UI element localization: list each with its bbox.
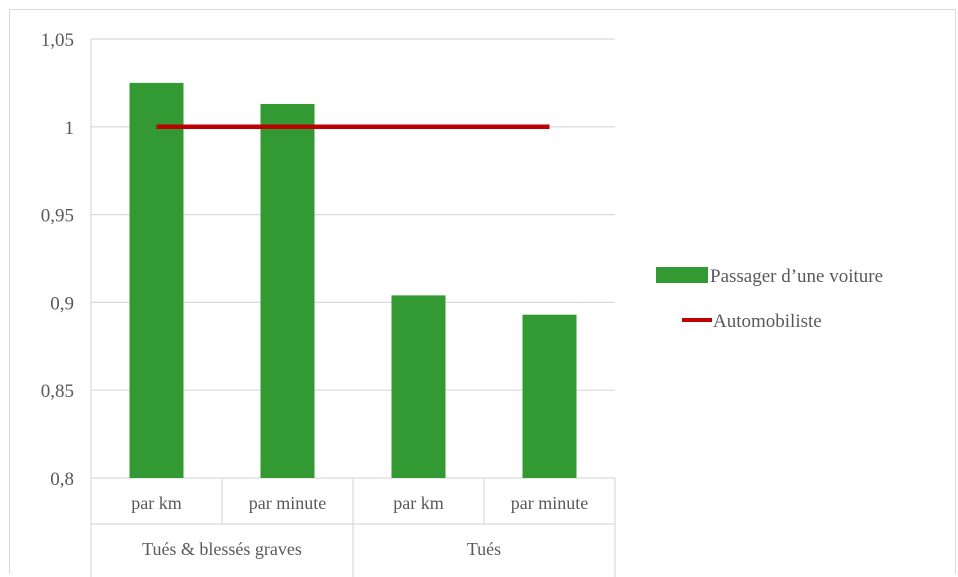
- y-tick-label: 0,8: [50, 469, 74, 490]
- bar: [391, 295, 446, 478]
- y-tick-label: 1,05: [41, 30, 74, 51]
- x-group-label: Tués & blessés graves: [142, 539, 302, 559]
- bar: [129, 82, 184, 479]
- x-group-label: Tués: [467, 539, 501, 559]
- x-category-label: par minute: [511, 493, 588, 513]
- bar: [522, 314, 577, 478]
- legend-label-line: Automobiliste: [713, 311, 822, 332]
- legend-bar-swatch: [656, 267, 708, 283]
- bar: [260, 103, 315, 479]
- x-category-label: par km: [131, 493, 181, 513]
- y-tick-label: 0,85: [41, 381, 74, 402]
- legend: Passager d’une voiture Automobiliste: [656, 266, 883, 332]
- chart-frame: [9, 9, 956, 574]
- axes: 1,05 1 0,95 0,9 0,85 0,8 par km par minute par k…: [41, 30, 616, 577]
- x-category-label: par minute: [249, 493, 326, 513]
- legend-label-bar: Passager d’une voiture: [710, 266, 883, 287]
- bar-series: [129, 82, 577, 479]
- y-tick-label: 0,9: [50, 293, 74, 314]
- y-tick-label: 0,95: [41, 206, 74, 227]
- y-tick-label: 1: [65, 118, 75, 139]
- x-category-label: par km: [393, 493, 443, 513]
